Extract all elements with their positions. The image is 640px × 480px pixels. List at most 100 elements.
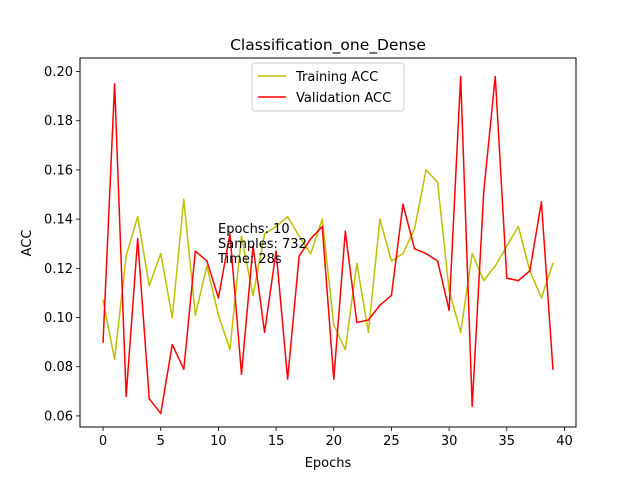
legend-box	[251, 62, 405, 112]
data-point	[344, 230, 347, 233]
data-point	[183, 198, 185, 201]
data-point	[183, 368, 185, 370]
data-point	[136, 238, 139, 240]
data-point	[367, 331, 370, 334]
x-axis-label: Epochs	[305, 456, 352, 471]
y-tick-label: 0.10	[44, 311, 73, 326]
y-tick-label: 0.16	[44, 163, 73, 178]
data-point	[367, 319, 370, 321]
data-point	[309, 238, 312, 240]
data-point	[206, 265, 208, 267]
data-point	[517, 225, 520, 228]
data-point	[552, 368, 554, 370]
data-point	[506, 245, 508, 247]
data-point	[540, 297, 543, 299]
data-point	[321, 218, 323, 220]
legend: Training ACC Validation ACC	[251, 62, 405, 112]
data-point	[494, 265, 497, 267]
data-point	[517, 279, 520, 282]
data-point	[448, 309, 450, 311]
legend-label-validation: Validation ACC	[296, 91, 391, 106]
data-point	[379, 218, 381, 220]
data-point	[459, 331, 462, 334]
data-point	[159, 412, 162, 415]
data-point	[506, 277, 508, 279]
data-point	[333, 324, 335, 326]
data-point	[263, 331, 266, 334]
data-point	[217, 297, 220, 299]
data-point	[402, 252, 404, 255]
x-tick-label: 35	[499, 434, 516, 449]
data-point	[494, 75, 497, 78]
x-tick-label: 15	[268, 434, 285, 449]
data-point	[286, 215, 289, 218]
annotation-time: Time: 28s	[217, 252, 282, 267]
y-tick-label: 0.12	[44, 262, 73, 277]
x-tick-label: 40	[556, 434, 573, 449]
data-point	[459, 75, 462, 78]
data-point	[344, 348, 347, 351]
data-point	[125, 395, 127, 397]
data-point	[482, 279, 485, 282]
data-point	[333, 378, 335, 380]
series-line-0	[102, 169, 554, 361]
data-point	[275, 225, 277, 228]
data-point	[471, 405, 473, 407]
data-point	[206, 260, 208, 262]
data-point	[136, 215, 139, 218]
data-point	[171, 316, 174, 319]
data-point	[240, 235, 243, 238]
x-tick-label: 30	[441, 434, 458, 449]
data-point	[113, 83, 116, 85]
data-point	[194, 314, 197, 316]
data-point	[240, 373, 243, 375]
x-tick-label: 25	[383, 434, 400, 449]
data-point	[263, 233, 266, 235]
data-point	[229, 348, 231, 351]
x-tick-label: 10	[210, 434, 227, 449]
y-tick-label: 0.20	[44, 65, 73, 80]
data-point	[379, 304, 381, 306]
x-axis-ticks: 0 5 10 15 20 25 30 35 40	[99, 427, 573, 449]
data-point	[413, 228, 416, 230]
data-point	[436, 260, 439, 262]
data-point	[217, 314, 220, 316]
legend-label-training: Training ACC	[295, 70, 378, 85]
x-tick-label: 20	[325, 434, 342, 449]
data-point	[194, 250, 197, 252]
data-point	[102, 299, 104, 302]
annotation-samples: Samples: 732	[218, 237, 307, 252]
data-point	[125, 255, 127, 257]
data-point	[148, 284, 150, 287]
data-point	[159, 252, 162, 255]
y-tick-label: 0.14	[44, 213, 73, 228]
data-point	[425, 169, 427, 171]
data-point	[229, 233, 231, 235]
data-point	[540, 201, 543, 203]
data-point	[298, 235, 300, 238]
data-point	[102, 341, 104, 343]
x-tick-label: 0	[99, 434, 107, 449]
y-tick-label: 0.08	[44, 360, 73, 375]
data-point	[275, 250, 277, 252]
data-point	[321, 225, 323, 228]
data-point	[390, 260, 393, 262]
data-point	[171, 343, 174, 346]
data-point	[298, 255, 300, 257]
y-axis-ticks: 0.06 0.08 0.10 0.12 0.14 0.16 0.18 0.20	[44, 65, 80, 424]
plot-frame	[79, 57, 577, 428]
annotation-block: Epochs: 10 Samples: 732 Time: 28s	[217, 222, 307, 267]
y-tick-label: 0.18	[44, 114, 73, 129]
series-layer	[102, 75, 554, 415]
data-point	[113, 358, 116, 361]
data-point	[252, 294, 254, 297]
data-point	[529, 270, 531, 272]
data-point	[309, 252, 312, 255]
data-point	[425, 252, 427, 255]
data-point	[252, 245, 254, 247]
y-axis-label: ACC	[20, 230, 35, 257]
series-line-1	[102, 75, 554, 415]
data-point	[356, 321, 358, 324]
data-point	[390, 294, 393, 297]
